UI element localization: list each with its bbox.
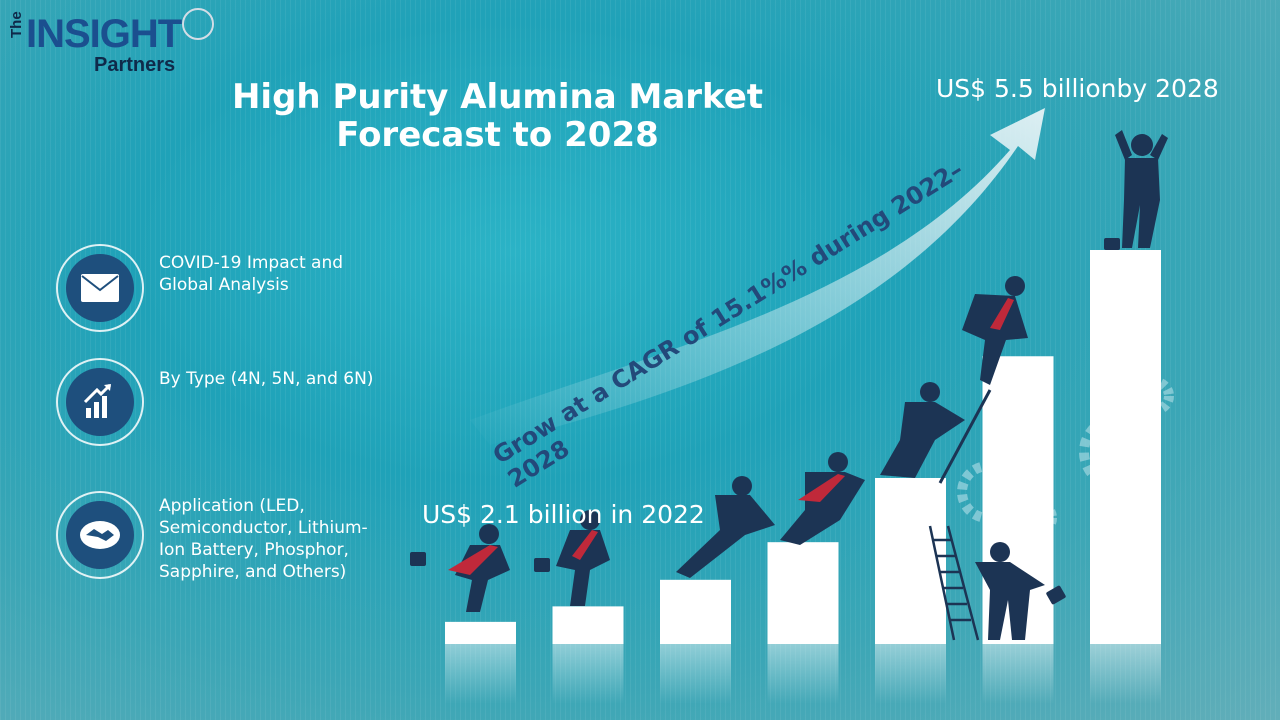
handshake-icon	[80, 521, 120, 549]
feature-type: By Type (4N, 5N, and 6N)	[56, 358, 373, 446]
businessman-icon	[880, 382, 965, 478]
logo: The INSIGHT Partners	[6, 8, 216, 80]
bar-reflection	[552, 644, 624, 704]
businessman-icon	[534, 510, 610, 606]
bar	[660, 579, 731, 644]
bar	[445, 621, 516, 644]
bar	[1090, 250, 1161, 644]
bar-reflection	[445, 644, 516, 704]
businessman-icon	[975, 542, 1066, 640]
bar	[552, 606, 624, 644]
feature-application: Application (LED, Semiconductor, Lithium…	[56, 491, 368, 582]
logo-brand: INSIGHT	[26, 12, 182, 56]
bar	[767, 542, 839, 644]
feature-covid: COVID-19 Impact and Global Analysis	[56, 244, 343, 332]
value-2028: US$ 5.5 billionby 2028	[936, 74, 1219, 103]
feature-label: By Type (4N, 5N, and 6N)	[159, 369, 374, 389]
feature-label: Application (LED, Semiconductor, Lithium…	[159, 496, 368, 582]
growth-chart-icon	[83, 383, 112, 418]
value-2022: US$ 2.1 billion in 2022	[422, 500, 705, 529]
businessman-icon	[780, 452, 865, 545]
bar-reflection	[875, 644, 946, 704]
bar	[875, 477, 946, 644]
bar-reflection	[982, 644, 1054, 704]
bar-reflection	[1090, 644, 1161, 704]
businessman-icon	[1104, 130, 1168, 250]
businessman-icon	[962, 276, 1028, 385]
bar-reflection	[660, 644, 731, 704]
logo-sub: Partners	[94, 54, 176, 76]
growth-arrow	[470, 108, 1045, 445]
ladder-icon	[928, 525, 980, 641]
envelope-icon	[81, 274, 119, 302]
logo-ring-icon	[182, 8, 214, 40]
page-title: High Purity Alumina Market Forecast to 2…	[231, 77, 764, 155]
feature-label: COVID-19 Impact and Global Analysis	[159, 253, 344, 295]
businessman-icon	[676, 476, 775, 578]
bar-reflection	[767, 644, 839, 704]
